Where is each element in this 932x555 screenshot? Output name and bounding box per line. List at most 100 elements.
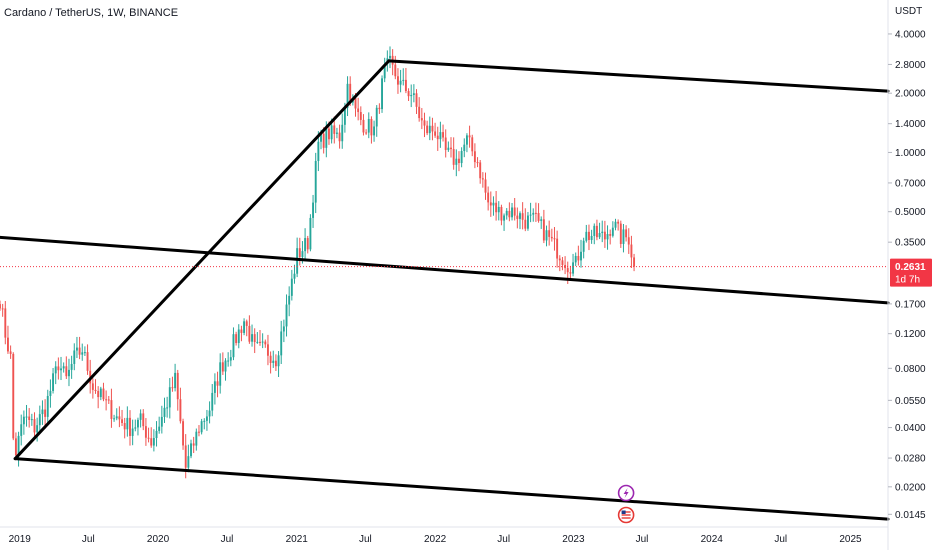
candle-body: [529, 214, 532, 216]
candle: [609, 229, 612, 245]
candle-body: [187, 456, 190, 468]
event-icons[interactable]: [617, 484, 635, 524]
chart-title: Cardano / TetherUS, 1W, BINANCE: [4, 7, 179, 19]
candle: [237, 324, 240, 349]
rising-trendline[interactable]: [13, 59, 391, 461]
candle-body: [362, 119, 365, 133]
candle: [213, 373, 216, 405]
candle: [49, 379, 52, 408]
candle-body: [609, 234, 612, 236]
candle-body: [404, 79, 407, 92]
candle-body: [481, 178, 484, 180]
middle-channel-line[interactable]: [0, 235, 890, 305]
candle: [526, 211, 529, 231]
candle-body: [33, 419, 36, 433]
candle: [195, 428, 198, 451]
upper-channel-line[interactable]: [387, 59, 890, 93]
candle: [630, 235, 633, 269]
candle: [611, 221, 614, 238]
candle: [99, 386, 102, 401]
candle: [415, 89, 418, 115]
candle-body: [44, 409, 47, 417]
candle-body: [389, 55, 391, 59]
candle-body: [266, 344, 269, 356]
candle: [603, 220, 606, 248]
candle: [458, 151, 460, 172]
candle-body: [595, 225, 598, 238]
y-tick-label: 0.0145: [895, 510, 926, 521]
candle-body: [86, 352, 89, 371]
candle: [1, 303, 4, 317]
candle: [420, 108, 423, 130]
candle: [346, 76, 349, 117]
candle-body: [28, 416, 31, 420]
candle-body: [452, 149, 455, 165]
x-tick-label: Jul: [221, 534, 234, 545]
candle: [306, 235, 309, 254]
candle-body: [359, 112, 362, 120]
candle: [171, 376, 174, 392]
candle: [450, 137, 452, 158]
candle: [463, 138, 466, 158]
candle: [418, 97, 421, 122]
candle-body: [465, 135, 468, 145]
countdown-label: 1d 7h: [895, 275, 920, 286]
candle: [163, 397, 166, 423]
candle: [601, 220, 604, 243]
candle-body: [548, 230, 551, 237]
candle-body: [439, 132, 442, 140]
candle-body: [513, 207, 516, 216]
y-tick-label: 1.0000: [895, 148, 926, 159]
y-axis[interactable]: USDT 4.0000 2.8000 2.0000 1.4000 1.0000 0.7000…: [887, 0, 932, 550]
candle-body: [577, 255, 580, 261]
candle-body: [434, 131, 437, 136]
candle-body: [256, 341, 259, 343]
candle-body: [38, 414, 41, 426]
lightning-bolt: [623, 488, 629, 498]
candle-body: [107, 399, 110, 401]
candle: [402, 68, 405, 86]
candle: [147, 427, 150, 443]
candle-body: [200, 421, 203, 433]
trendlines[interactable]: [0, 59, 890, 521]
us-flag-icon[interactable]: [617, 506, 635, 524]
y-tick-label: 0.0800: [895, 364, 926, 375]
candle: [428, 116, 431, 141]
candle-body: [492, 202, 495, 206]
candle-body: [322, 133, 325, 148]
candle: [288, 286, 291, 317]
candle: [182, 418, 185, 450]
x-axis[interactable]: 2019 Jul 2020 Jul 2021 Jul 2022 Jul 2023 Jul 2024 J…: [0, 526, 888, 545]
candle-body: [614, 221, 617, 228]
candle: [248, 315, 251, 344]
lower-channel-line[interactable]: [13, 457, 890, 521]
candle-body: [298, 248, 301, 258]
currency-label: USDT: [895, 6, 922, 17]
candle: [219, 353, 222, 394]
candle-body: [402, 79, 405, 81]
candle: [139, 409, 142, 428]
candle-body: [195, 431, 198, 446]
candle-body: [272, 360, 275, 363]
x-tick-label: 2021: [286, 534, 309, 545]
candle-body: [606, 234, 609, 240]
candle: [312, 194, 315, 228]
candle: [412, 84, 415, 103]
candle-body: [261, 341, 264, 343]
candle: [211, 384, 214, 417]
candle: [309, 214, 312, 252]
candle-body: [293, 273, 296, 279]
candle: [365, 129, 368, 135]
candle-body: [290, 278, 293, 296]
candle: [367, 112, 370, 139]
candle-body: [126, 417, 129, 430]
candle-body: [590, 235, 593, 240]
lightning-icon[interactable]: [617, 484, 635, 502]
candle-body: [166, 407, 169, 409]
candle-body: [588, 231, 590, 240]
candle: [556, 230, 559, 268]
candle-body: [52, 373, 55, 391]
candle-body: [57, 366, 60, 371]
